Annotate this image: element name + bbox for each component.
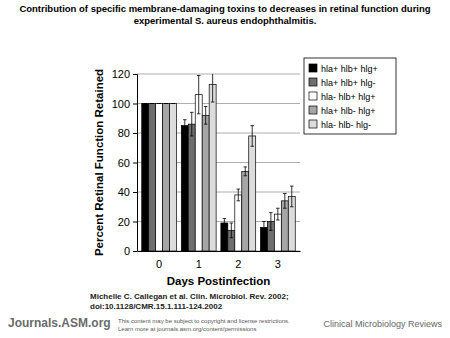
legend-swatch [309, 106, 317, 114]
tick-label: 3 [275, 258, 281, 270]
bar [209, 84, 216, 251]
tick: 40 [118, 186, 137, 198]
error-bar [143, 103, 146, 104]
bar [188, 124, 195, 251]
error-bar [190, 112, 193, 136]
x-axis-title: Days Postinfection [167, 275, 271, 287]
tick-label: 40 [118, 186, 130, 198]
tick-mark [133, 74, 137, 75]
error-bar [262, 222, 265, 234]
tick: 60 [118, 157, 137, 169]
error-bar [204, 106, 207, 124]
legend-swatch [309, 64, 317, 72]
annotation: Clinical Microbiology Reviews [323, 319, 442, 329]
legend-swatch [309, 92, 317, 100]
error-bar [269, 213, 272, 231]
error-bar [276, 208, 279, 220]
tick-label: 20 [118, 216, 130, 228]
tick-label: 120 [112, 68, 130, 80]
tick-label: 1 [196, 258, 202, 270]
bar [163, 104, 170, 252]
bars [142, 74, 296, 251]
x-axis: 0 1 2 3 [138, 251, 301, 270]
error-bar [183, 120, 186, 132]
error-bar [150, 103, 153, 104]
error-bar [157, 103, 160, 104]
annotation: Journals.ASM.org [8, 316, 111, 330]
tick-label: 60 [118, 157, 130, 169]
error-bar [211, 74, 214, 102]
error-bar [223, 219, 226, 228]
axis-line [133, 75, 138, 252]
annotation: This content may be subject to copyright… [118, 318, 290, 324]
chart: 0 20 40 60 80 100 120 0 1 2 3 Percent Retinal Funct… [0, 0, 450, 338]
tick: 20 [118, 216, 137, 228]
tick-label: 100 [112, 98, 130, 110]
tick-mark [133, 133, 137, 134]
legend-label: hla- hlb+ hlg+ [321, 92, 376, 102]
tick-label: 2 [235, 258, 241, 270]
error-bar [244, 167, 247, 176]
bar [202, 115, 209, 251]
bar [156, 104, 163, 252]
bar [142, 104, 149, 252]
tick: 0 [156, 251, 162, 270]
error-bar [164, 103, 167, 104]
bar [235, 195, 242, 251]
chart-title: Contribution of specific membrane-damagi… [15, 3, 435, 27]
grid [137, 74, 300, 251]
tick: 3 [275, 251, 281, 270]
tick: 120 [112, 68, 137, 80]
bar [242, 171, 249, 251]
legend-box [304, 58, 396, 134]
tick-mark [133, 251, 137, 252]
bar [170, 104, 177, 252]
tick-label: 0 [124, 245, 130, 257]
error-bar [171, 103, 174, 104]
legend-swatch [309, 78, 317, 86]
axis-line [138, 251, 301, 252]
error-bar [237, 189, 240, 201]
tick: 1 [196, 251, 202, 270]
error-bar [250, 126, 253, 147]
tick-mark [133, 163, 137, 164]
legend-label: hla+ hlb- hlg+ [321, 106, 376, 116]
bar [149, 104, 156, 252]
legend-swatch [309, 120, 317, 128]
error-bar [290, 186, 293, 207]
bar [181, 126, 188, 251]
y-axis: 0 20 40 60 80 100 120 [112, 68, 138, 257]
legend-label: hla+ hlb+ hlg+ [321, 64, 378, 74]
legend-label: hla- hlb- hlg- [321, 120, 371, 130]
tick: 2 [235, 251, 241, 270]
tick: 100 [112, 98, 137, 110]
error-bar [197, 75, 200, 113]
annotation: doi:10.1128/CMR.15.1.111-124.2002 [90, 302, 223, 311]
bar [249, 136, 256, 251]
tick-mark [133, 192, 137, 193]
tick-mark [133, 104, 137, 105]
legend: hla+ hlb+ hlg+ hla+ hlb+ hlg-hla- hlb+ hl… [304, 58, 396, 134]
tick: 80 [118, 127, 137, 139]
grid-line [137, 74, 300, 75]
bar [195, 95, 202, 251]
y-axis-title: Percent Retinal Function Retained [93, 69, 105, 256]
annotation: Learn more at journals.asm.org/content/p… [118, 326, 256, 332]
tick: 0 [124, 245, 137, 257]
annotation: Michelle C. Callegan et al. Clin. Microb… [90, 292, 289, 301]
error-bar [283, 193, 286, 208]
tick-label: 80 [118, 127, 130, 139]
legend-label: hla+ hlb+ hlg- [321, 78, 376, 88]
tick-mark [133, 222, 137, 223]
error-bar [230, 223, 233, 238]
tick-label: 0 [156, 258, 162, 270]
